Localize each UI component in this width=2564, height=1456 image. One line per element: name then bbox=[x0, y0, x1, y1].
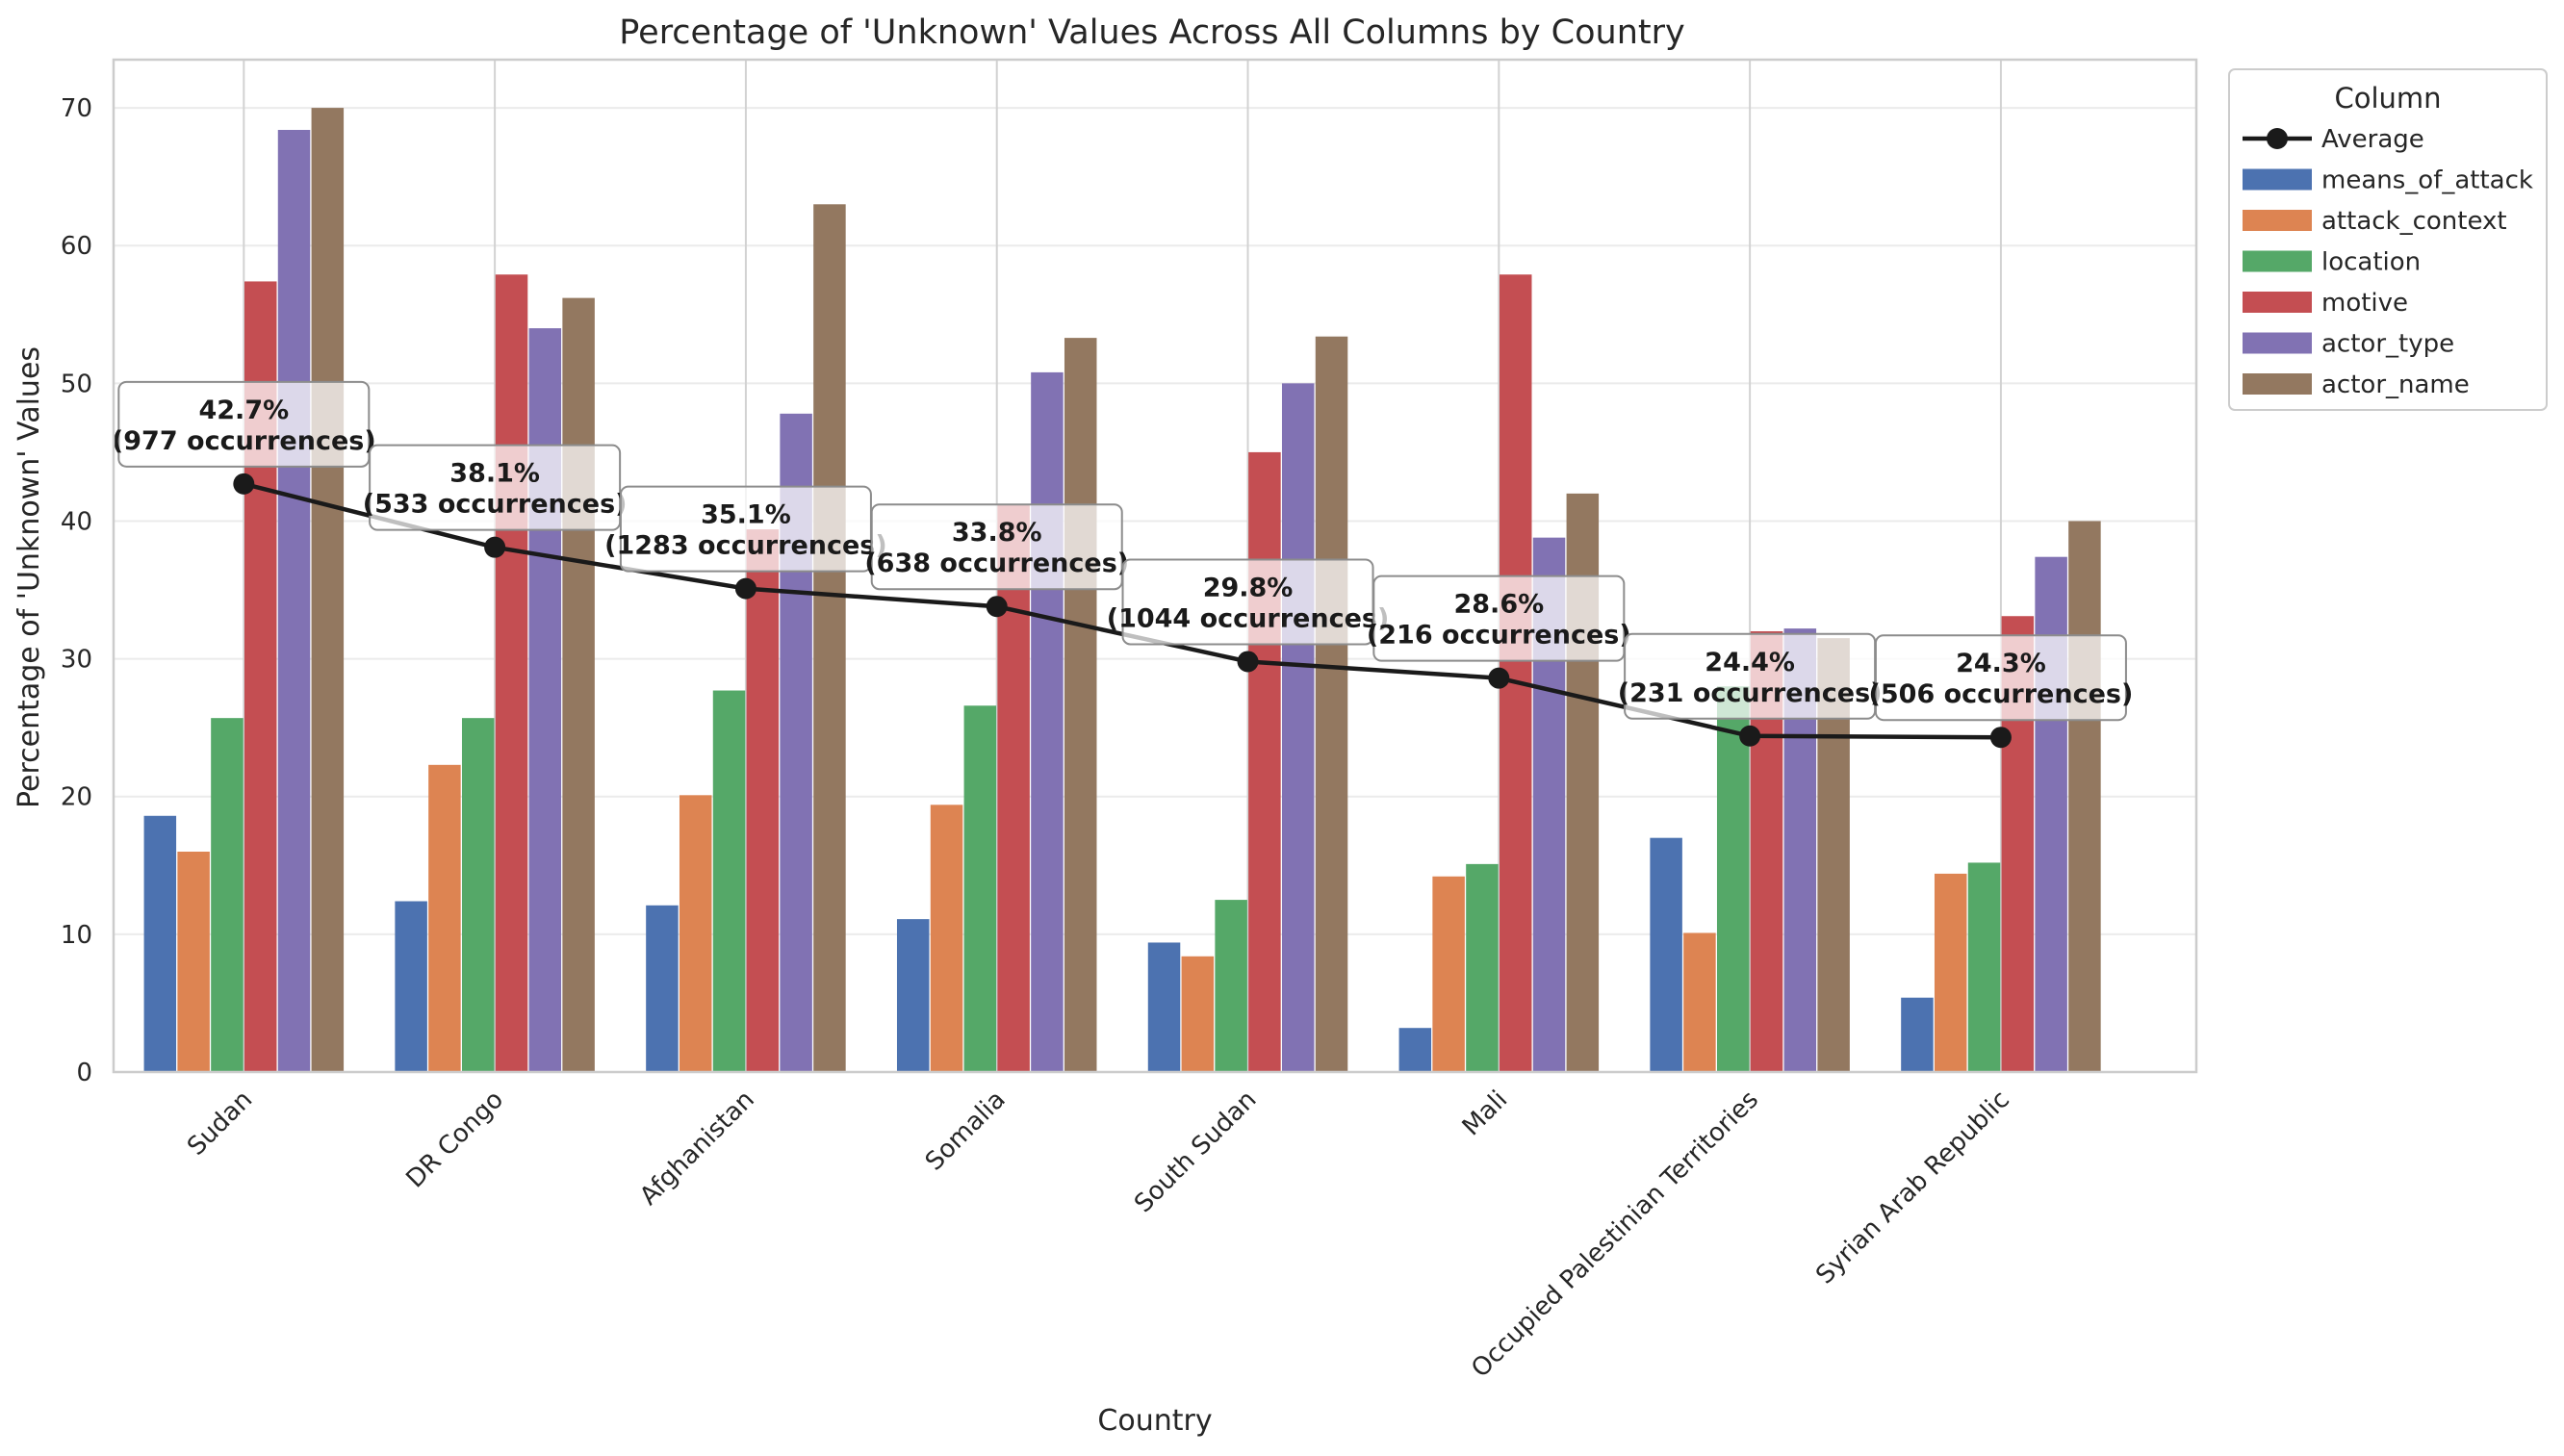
average-occurrence-label: (1283 occurrences) bbox=[604, 531, 887, 561]
legend-average-marker-icon bbox=[2267, 128, 2288, 149]
bar-means-of-attack bbox=[1398, 1028, 1432, 1072]
legend-box bbox=[2228, 68, 2548, 411]
average-occurrence-label: (533 occurrences) bbox=[363, 490, 628, 520]
bar-attack-context bbox=[177, 851, 210, 1072]
average-occurrence-label: (977 occurrences) bbox=[112, 426, 376, 456]
bar-means-of-attack bbox=[1147, 942, 1181, 1072]
y-tick-label: 0 bbox=[76, 1059, 92, 1087]
legend-swatch-actor-name bbox=[2243, 373, 2312, 395]
legend-swatch-motive bbox=[2243, 292, 2312, 313]
bar-attack-context bbox=[1432, 876, 1465, 1072]
bar-means-of-attack bbox=[143, 815, 177, 1072]
y-tick-label: 30 bbox=[61, 646, 92, 675]
average-value-label: 24.3% bbox=[1956, 649, 2046, 678]
legend-title: Column bbox=[2334, 82, 2441, 115]
bar-location bbox=[461, 718, 495, 1072]
legend-label-actor-type: actor_type bbox=[2321, 330, 2454, 359]
average-annotation-box bbox=[1372, 575, 1626, 662]
legend-label-actor-name: actor_name bbox=[2321, 370, 2470, 399]
y-axis-label: Percentage of 'Unknown' Values bbox=[13, 346, 46, 808]
bar-means-of-attack bbox=[646, 905, 679, 1072]
average-marker bbox=[1739, 725, 1761, 747]
bar-motive bbox=[495, 274, 528, 1073]
legend-label-means-of-attack: means_of_attack bbox=[2321, 166, 2533, 195]
average-value-label: 42.7% bbox=[198, 396, 289, 425]
legend-swatch-means-of-attack bbox=[2243, 168, 2312, 191]
average-marker bbox=[734, 577, 756, 600]
average-occurrence-label: (506 occurrences) bbox=[1869, 679, 2134, 709]
bar-location bbox=[1716, 686, 1750, 1072]
x-axis-label: Country bbox=[1097, 1404, 1212, 1438]
bar-actor-type bbox=[1281, 383, 1315, 1072]
plot-frame bbox=[112, 58, 2198, 1074]
legend-label-location: location bbox=[2321, 248, 2421, 277]
bar-actor-name bbox=[311, 108, 345, 1073]
bar-location bbox=[1967, 862, 2001, 1072]
bar-motive bbox=[746, 529, 780, 1072]
bar-actor-type bbox=[277, 129, 311, 1073]
average-annotation-box bbox=[369, 444, 622, 531]
average-marker bbox=[1989, 727, 2012, 749]
bar-location bbox=[712, 690, 746, 1072]
bar-actor-name bbox=[1315, 336, 1348, 1072]
bar-actor-name bbox=[1064, 338, 1097, 1072]
bar-actor-name bbox=[2068, 521, 2101, 1072]
average-value-label: 35.1% bbox=[701, 500, 791, 530]
legend-label-average: Average bbox=[2321, 125, 2424, 154]
average-occurrence-label: (638 occurrences) bbox=[864, 549, 1129, 578]
legend-swatch-attack-context bbox=[2243, 210, 2312, 231]
average-value-label: 38.1% bbox=[449, 459, 540, 489]
average-value-label: 24.4% bbox=[1705, 648, 1795, 677]
bar-attack-context bbox=[1934, 873, 1967, 1072]
average-marker bbox=[1488, 667, 1510, 689]
bar-location bbox=[1215, 900, 1247, 1072]
legend-swatch-actor-type bbox=[2243, 332, 2312, 354]
y-tick-label: 60 bbox=[61, 232, 92, 261]
y-tick-label: 50 bbox=[61, 370, 92, 398]
average-marker bbox=[484, 536, 506, 558]
legend-label-motive: motive bbox=[2321, 289, 2408, 318]
bar-location bbox=[211, 718, 244, 1072]
y-tick-label: 20 bbox=[61, 783, 92, 812]
bar-motive bbox=[1248, 451, 1281, 1073]
legend-label-attack-context: attack_context bbox=[2321, 207, 2507, 236]
bar-actor-type bbox=[2035, 556, 2067, 1072]
average-marker bbox=[986, 596, 1008, 618]
bar-location bbox=[1466, 863, 1499, 1072]
bar-actor-name bbox=[813, 204, 846, 1073]
average-occurrence-label: (1044 occurrences) bbox=[1107, 603, 1390, 633]
bar-actor-name bbox=[562, 297, 595, 1072]
average-marker bbox=[233, 473, 255, 495]
bar-attack-context bbox=[428, 764, 461, 1072]
average-value-label: 33.8% bbox=[952, 518, 1042, 548]
chart-title: Percentage of 'Unknown' Values Across Al… bbox=[619, 13, 1684, 52]
average-annotation-box bbox=[1874, 634, 2127, 722]
average-occurrence-label: (216 occurrences) bbox=[1367, 621, 1631, 651]
average-annotation-box bbox=[117, 380, 371, 468]
bar-attack-context bbox=[679, 795, 712, 1072]
average-occurrence-label: (231 occurrences) bbox=[1618, 678, 1883, 708]
average-value-label: 28.6% bbox=[1453, 590, 1544, 620]
bar-attack-context bbox=[1683, 932, 1716, 1072]
bar-location bbox=[963, 705, 997, 1072]
y-tick-label: 10 bbox=[61, 921, 92, 950]
bar-attack-context bbox=[930, 805, 963, 1072]
bar-attack-context bbox=[1181, 956, 1215, 1072]
bar-means-of-attack bbox=[395, 901, 427, 1072]
y-tick-label: 70 bbox=[61, 94, 92, 123]
average-value-label: 29.8% bbox=[1203, 573, 1294, 602]
average-annotation-box bbox=[870, 503, 1123, 591]
bar-means-of-attack bbox=[1901, 997, 1934, 1072]
bar-actor-type bbox=[528, 328, 562, 1072]
bar-means-of-attack bbox=[896, 919, 930, 1072]
average-marker bbox=[1237, 651, 1259, 673]
bar-means-of-attack bbox=[1650, 837, 1682, 1072]
y-tick-label: 40 bbox=[61, 507, 92, 536]
bar-actor-type bbox=[1031, 371, 1064, 1072]
legend-swatch-location bbox=[2243, 250, 2312, 272]
